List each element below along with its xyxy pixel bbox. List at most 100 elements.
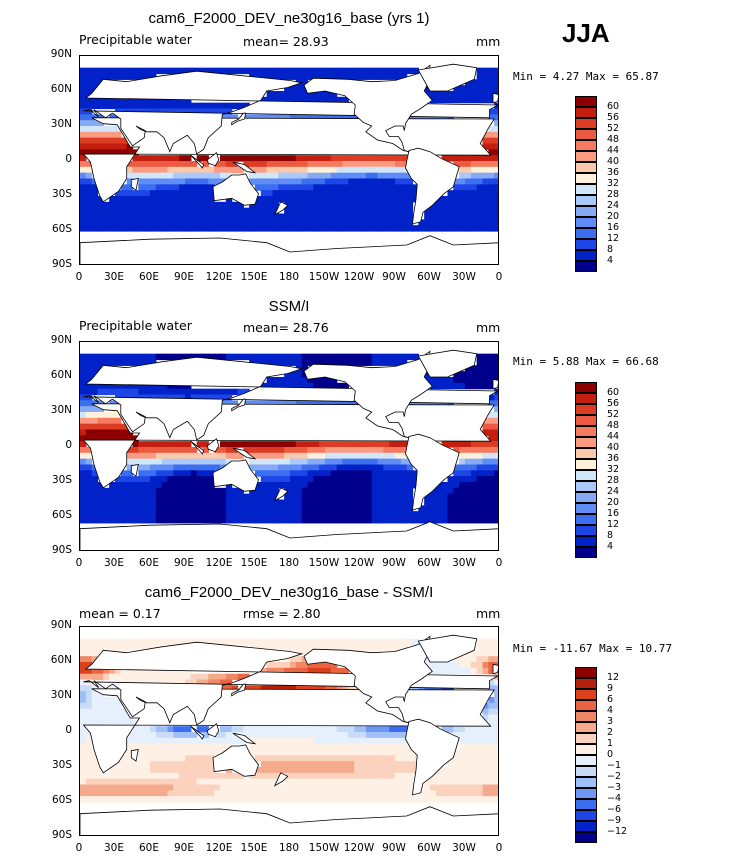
field-cell bbox=[190, 67, 198, 75]
field-cell bbox=[173, 207, 180, 215]
field-cell bbox=[488, 743, 495, 751]
field-cell bbox=[342, 73, 349, 80]
field-cell bbox=[231, 114, 239, 121]
field-cell bbox=[295, 178, 303, 185]
field-cell bbox=[406, 790, 414, 797]
field-cell bbox=[103, 201, 110, 209]
field-cell bbox=[476, 470, 484, 477]
field-cell bbox=[260, 755, 268, 762]
field-cell bbox=[465, 85, 472, 92]
field-cell bbox=[115, 102, 122, 110]
field-cell bbox=[325, 667, 332, 675]
field-cell bbox=[383, 207, 390, 215]
field-cell bbox=[266, 638, 274, 646]
field-cell bbox=[85, 662, 93, 669]
field-cell bbox=[377, 517, 384, 524]
field-cell bbox=[465, 184, 472, 191]
field-cell bbox=[360, 166, 367, 174]
field-cell bbox=[389, 784, 396, 791]
field-cell bbox=[406, 482, 414, 489]
field-cell bbox=[126, 184, 134, 191]
field-cell bbox=[150, 482, 157, 489]
colorbar-label: 16 bbox=[607, 508, 620, 519]
field-cell bbox=[97, 517, 104, 524]
field-cell bbox=[85, 447, 93, 454]
field-cell bbox=[138, 644, 145, 651]
field-cell bbox=[365, 155, 373, 162]
field-cell bbox=[97, 697, 104, 704]
coastline bbox=[417, 63, 478, 92]
field-cell bbox=[389, 796, 396, 803]
colorbar-label: 48 bbox=[607, 420, 620, 431]
field-cell bbox=[406, 207, 414, 215]
field-cell bbox=[325, 470, 332, 477]
field-cell bbox=[424, 778, 431, 786]
field-cell bbox=[196, 452, 204, 460]
field-cell bbox=[424, 796, 431, 803]
field-cell bbox=[167, 108, 174, 115]
field-cell bbox=[132, 201, 139, 209]
x-tick-label: 120W bbox=[343, 557, 375, 569]
field-cell bbox=[85, 184, 93, 191]
field-cell bbox=[295, 225, 303, 232]
field-cell bbox=[237, 213, 244, 220]
field-cell bbox=[365, 761, 373, 768]
field-cell bbox=[272, 772, 279, 780]
field-cell bbox=[103, 219, 110, 226]
field-cell bbox=[284, 499, 291, 506]
field-cell bbox=[365, 73, 373, 80]
field-cell bbox=[354, 732, 361, 739]
field-cell bbox=[470, 190, 478, 197]
field-cell bbox=[435, 377, 443, 384]
field-cell bbox=[476, 772, 484, 780]
field-cell bbox=[103, 790, 110, 797]
colorbar-label: 16 bbox=[607, 222, 620, 233]
field-cell bbox=[342, 743, 349, 751]
field-cell bbox=[494, 143, 498, 150]
field-cell bbox=[196, 772, 204, 780]
field-cell bbox=[243, 67, 250, 75]
field-cell bbox=[85, 458, 93, 466]
field-cell bbox=[325, 161, 332, 168]
field-cell bbox=[494, 213, 498, 220]
field-cell bbox=[342, 767, 349, 774]
field-cell bbox=[173, 184, 180, 191]
field-cell bbox=[97, 778, 104, 786]
field-cell bbox=[470, 155, 478, 162]
field-cell bbox=[103, 213, 110, 220]
field-cell bbox=[255, 67, 262, 75]
field-cell bbox=[290, 196, 297, 203]
field-cell bbox=[307, 178, 314, 185]
field-cell bbox=[132, 161, 139, 168]
field-cell bbox=[307, 96, 314, 104]
field-cell bbox=[109, 511, 116, 518]
field-cell bbox=[377, 441, 384, 448]
field-cell bbox=[237, 737, 244, 745]
field-cell bbox=[430, 511, 437, 518]
field-cell bbox=[243, 796, 250, 803]
field-cell bbox=[354, 178, 361, 185]
field-cell bbox=[360, 778, 367, 786]
field-cell bbox=[482, 79, 489, 86]
field-cell bbox=[80, 470, 87, 477]
field-cell bbox=[208, 673, 215, 681]
field-cell bbox=[80, 429, 87, 436]
field-cell bbox=[208, 190, 215, 197]
field-cell bbox=[85, 784, 93, 791]
field-cell bbox=[161, 505, 169, 512]
field-cell bbox=[120, 778, 128, 786]
field-cell bbox=[383, 790, 390, 797]
field-cell bbox=[284, 85, 291, 92]
field-cell bbox=[173, 225, 180, 232]
field-cell bbox=[307, 441, 314, 448]
field-cell bbox=[435, 517, 443, 524]
field-cell bbox=[278, 732, 285, 739]
field-cell bbox=[284, 517, 291, 524]
colorbar-swatch bbox=[575, 415, 597, 426]
field-cell bbox=[447, 790, 454, 797]
field-cell bbox=[155, 505, 163, 512]
field-cell bbox=[365, 452, 373, 460]
field-cell bbox=[155, 749, 163, 756]
field-cell bbox=[115, 476, 122, 483]
field-cell bbox=[196, 790, 204, 797]
